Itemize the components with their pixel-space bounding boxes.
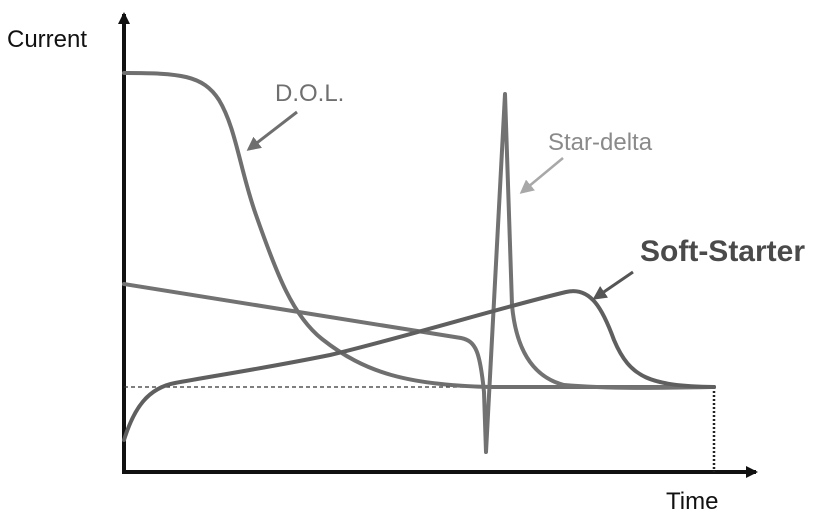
x-axis-label: Time: [666, 488, 718, 512]
star-delta-label-arrow: [519, 157, 564, 194]
soft-starter-label: Soft-Starter: [640, 235, 805, 268]
star-delta-label: Star-delta: [548, 129, 653, 156]
dol-label: D.O.L.: [275, 80, 344, 107]
soft-starter-curve: [122, 289, 716, 442]
dol-label-arrow: [246, 110, 298, 151]
soft-starter-label-arrow: [592, 270, 634, 300]
star-delta-curve: [122, 92, 716, 454]
dol-curve: [122, 71, 716, 389]
y-axis-label: Current: [7, 26, 87, 53]
